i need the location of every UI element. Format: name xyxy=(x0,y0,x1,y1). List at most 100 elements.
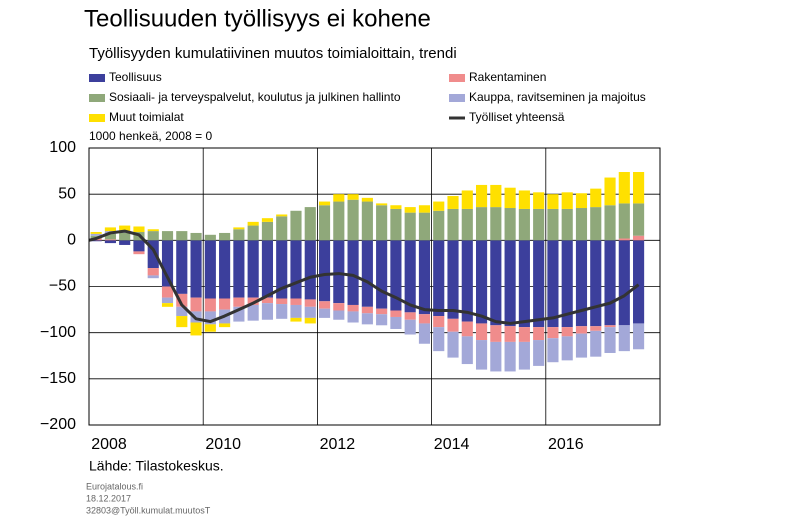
bar xyxy=(133,251,145,255)
bar xyxy=(461,208,473,241)
bar xyxy=(361,306,373,314)
bar xyxy=(561,327,573,337)
legend-label: Kauppa, ravitseminen ja majoitus xyxy=(469,90,646,104)
legend-swatch xyxy=(89,114,105,122)
bar xyxy=(119,240,131,245)
footer: 18.12.2017 xyxy=(86,493,131,503)
bar xyxy=(304,240,316,300)
bar xyxy=(518,208,530,241)
bar xyxy=(604,177,616,206)
bar xyxy=(604,325,616,328)
bar xyxy=(347,304,359,312)
bar xyxy=(204,298,216,312)
bar xyxy=(418,314,431,324)
bar xyxy=(504,341,516,372)
bar xyxy=(304,207,316,241)
bar xyxy=(176,306,188,317)
bar xyxy=(433,316,445,328)
bar xyxy=(261,303,274,320)
bar xyxy=(490,240,502,326)
bar xyxy=(461,321,473,337)
bar xyxy=(390,208,402,241)
bar xyxy=(276,298,288,305)
legend-swatch xyxy=(89,74,105,82)
bar xyxy=(261,221,274,241)
bar xyxy=(418,212,431,241)
y-tick-label: −100 xyxy=(40,324,76,341)
bar xyxy=(219,323,231,328)
bar xyxy=(176,240,188,294)
y-tick-label: 0 xyxy=(67,232,76,249)
bar xyxy=(119,225,131,232)
bar xyxy=(219,298,231,310)
bar xyxy=(590,188,602,208)
bar xyxy=(276,216,288,241)
bar xyxy=(533,327,545,341)
bar xyxy=(561,240,573,328)
bar xyxy=(204,311,216,325)
footer: 32803@Työll.kumulat.muutosT xyxy=(86,505,211,515)
bar xyxy=(475,323,488,341)
bar xyxy=(333,240,345,304)
bar xyxy=(590,207,602,241)
bar xyxy=(147,229,159,232)
bar xyxy=(376,240,388,309)
bar xyxy=(290,317,302,322)
bar xyxy=(533,340,545,366)
bar xyxy=(276,214,288,217)
bar xyxy=(433,240,445,317)
bar xyxy=(247,304,259,321)
bar xyxy=(533,192,545,209)
bar xyxy=(633,203,645,236)
bar xyxy=(119,232,131,241)
bar xyxy=(633,323,645,350)
bar xyxy=(90,233,102,236)
y-tick-label: 50 xyxy=(58,185,76,202)
bar xyxy=(347,199,359,241)
line xyxy=(88,229,640,325)
bar xyxy=(233,306,245,322)
bar xyxy=(376,205,388,241)
bar xyxy=(347,311,359,323)
bar xyxy=(318,201,331,206)
bar xyxy=(561,336,573,361)
bar xyxy=(404,212,416,241)
bar xyxy=(447,318,459,332)
bar xyxy=(547,338,559,363)
legend-swatch xyxy=(449,74,465,82)
bar xyxy=(333,310,345,320)
bar xyxy=(418,323,431,344)
bar xyxy=(461,240,473,322)
y-tick-label: 100 xyxy=(49,139,76,156)
bar xyxy=(304,317,316,324)
bar xyxy=(390,310,402,317)
bar xyxy=(361,201,373,241)
y-tick-label: −150 xyxy=(40,370,76,387)
bar xyxy=(176,316,188,328)
bar xyxy=(104,227,116,232)
bar xyxy=(404,240,416,313)
bar xyxy=(219,232,231,241)
bar xyxy=(161,286,174,298)
bar xyxy=(376,308,388,315)
bar xyxy=(333,194,345,202)
bar xyxy=(376,314,388,326)
bar xyxy=(361,240,373,307)
bar xyxy=(475,184,488,208)
bar xyxy=(190,322,202,336)
bar xyxy=(261,218,274,222)
bar xyxy=(161,303,174,307)
bar xyxy=(433,327,445,352)
bar xyxy=(561,192,573,209)
bar xyxy=(204,234,216,241)
bar xyxy=(376,203,388,206)
legend-label: Muut toimialat xyxy=(109,110,184,124)
bar xyxy=(475,340,488,370)
bar xyxy=(247,225,259,241)
bar xyxy=(133,226,145,233)
y-tick-label: −50 xyxy=(49,278,76,295)
bar xyxy=(533,240,545,328)
bar xyxy=(418,205,431,213)
bar xyxy=(575,193,588,209)
